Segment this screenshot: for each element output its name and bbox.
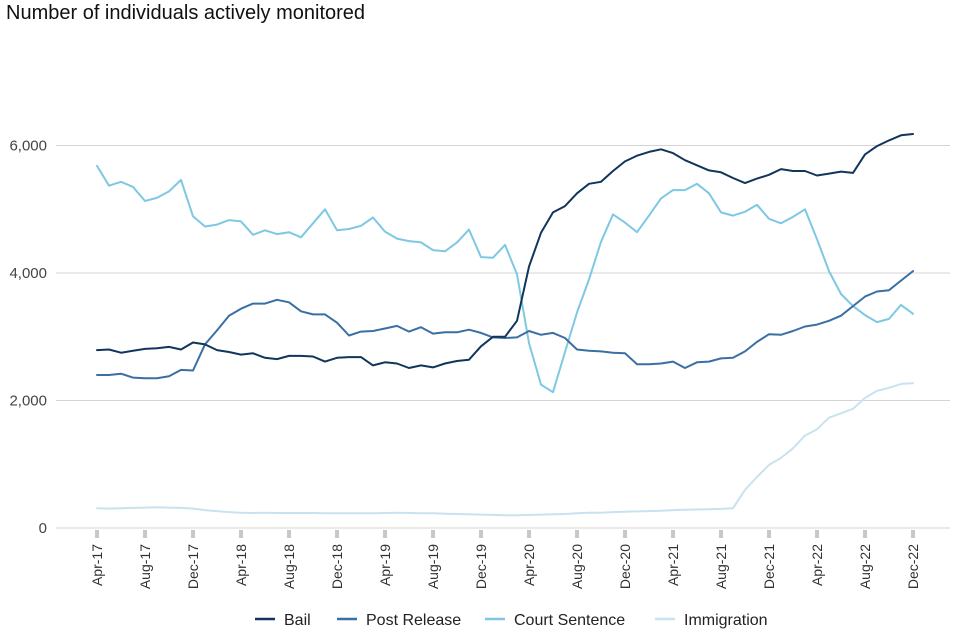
x-tick-label: Aug-20 — [569, 544, 585, 589]
legend-label-post-release: Post Release — [366, 612, 461, 629]
x-tick-label: Dec-20 — [617, 544, 633, 589]
x-tick-label: Apr-20 — [521, 544, 537, 586]
chart-title: Number of individuals actively monitored — [6, 2, 366, 24]
legend-label-bail: Bail — [284, 612, 311, 629]
series-line-court-sentence — [96, 164, 914, 394]
x-tick-label: Apr-21 — [665, 544, 681, 586]
x-tick-label: Aug-18 — [281, 544, 297, 589]
legend: Bail Post Release Court Sentence Immigratio… — [255, 612, 768, 629]
x-tick-label: Dec-18 — [329, 544, 345, 589]
x-tick-label: Dec-22 — [905, 544, 921, 589]
x-tick-label: Apr-19 — [377, 544, 393, 586]
x-tick-label: Apr-18 — [233, 544, 249, 586]
series-line-immigration — [96, 382, 914, 517]
y-tick-label: 6,000 — [9, 138, 47, 155]
x-tick-label: Apr-17 — [89, 544, 105, 586]
x-tick-label: Aug-17 — [137, 544, 153, 589]
x-tick-label: Aug-19 — [425, 544, 441, 589]
y-tick-label: 0 — [39, 520, 47, 537]
series-line-post-release — [96, 270, 914, 380]
x-tick-label: Aug-22 — [857, 544, 873, 589]
legend-label-immigration: Immigration — [684, 612, 768, 629]
legend-label-court-sentence: Court Sentence — [514, 612, 625, 629]
x-tick-label: Apr-22 — [809, 544, 825, 586]
x-tick-label: Aug-21 — [713, 544, 729, 589]
series-lines — [96, 133, 914, 517]
x-axis-ticks: Apr-17 Aug-17 Dec-17 Apr-18 Aug-18 Dec-18 Apr-… — [89, 530, 921, 589]
y-tick-label: 2,000 — [9, 393, 47, 410]
x-tick-label: Dec-19 — [473, 544, 489, 589]
gridlines — [56, 145, 950, 529]
x-tick-label: Dec-17 — [185, 544, 201, 589]
y-tick-label: 4,000 — [9, 265, 47, 282]
y-axis-ticks: 0 2,000 4,000 6,000 — [9, 138, 47, 538]
series-line-bail — [96, 133, 914, 369]
x-tick-label: Dec-21 — [761, 544, 777, 589]
